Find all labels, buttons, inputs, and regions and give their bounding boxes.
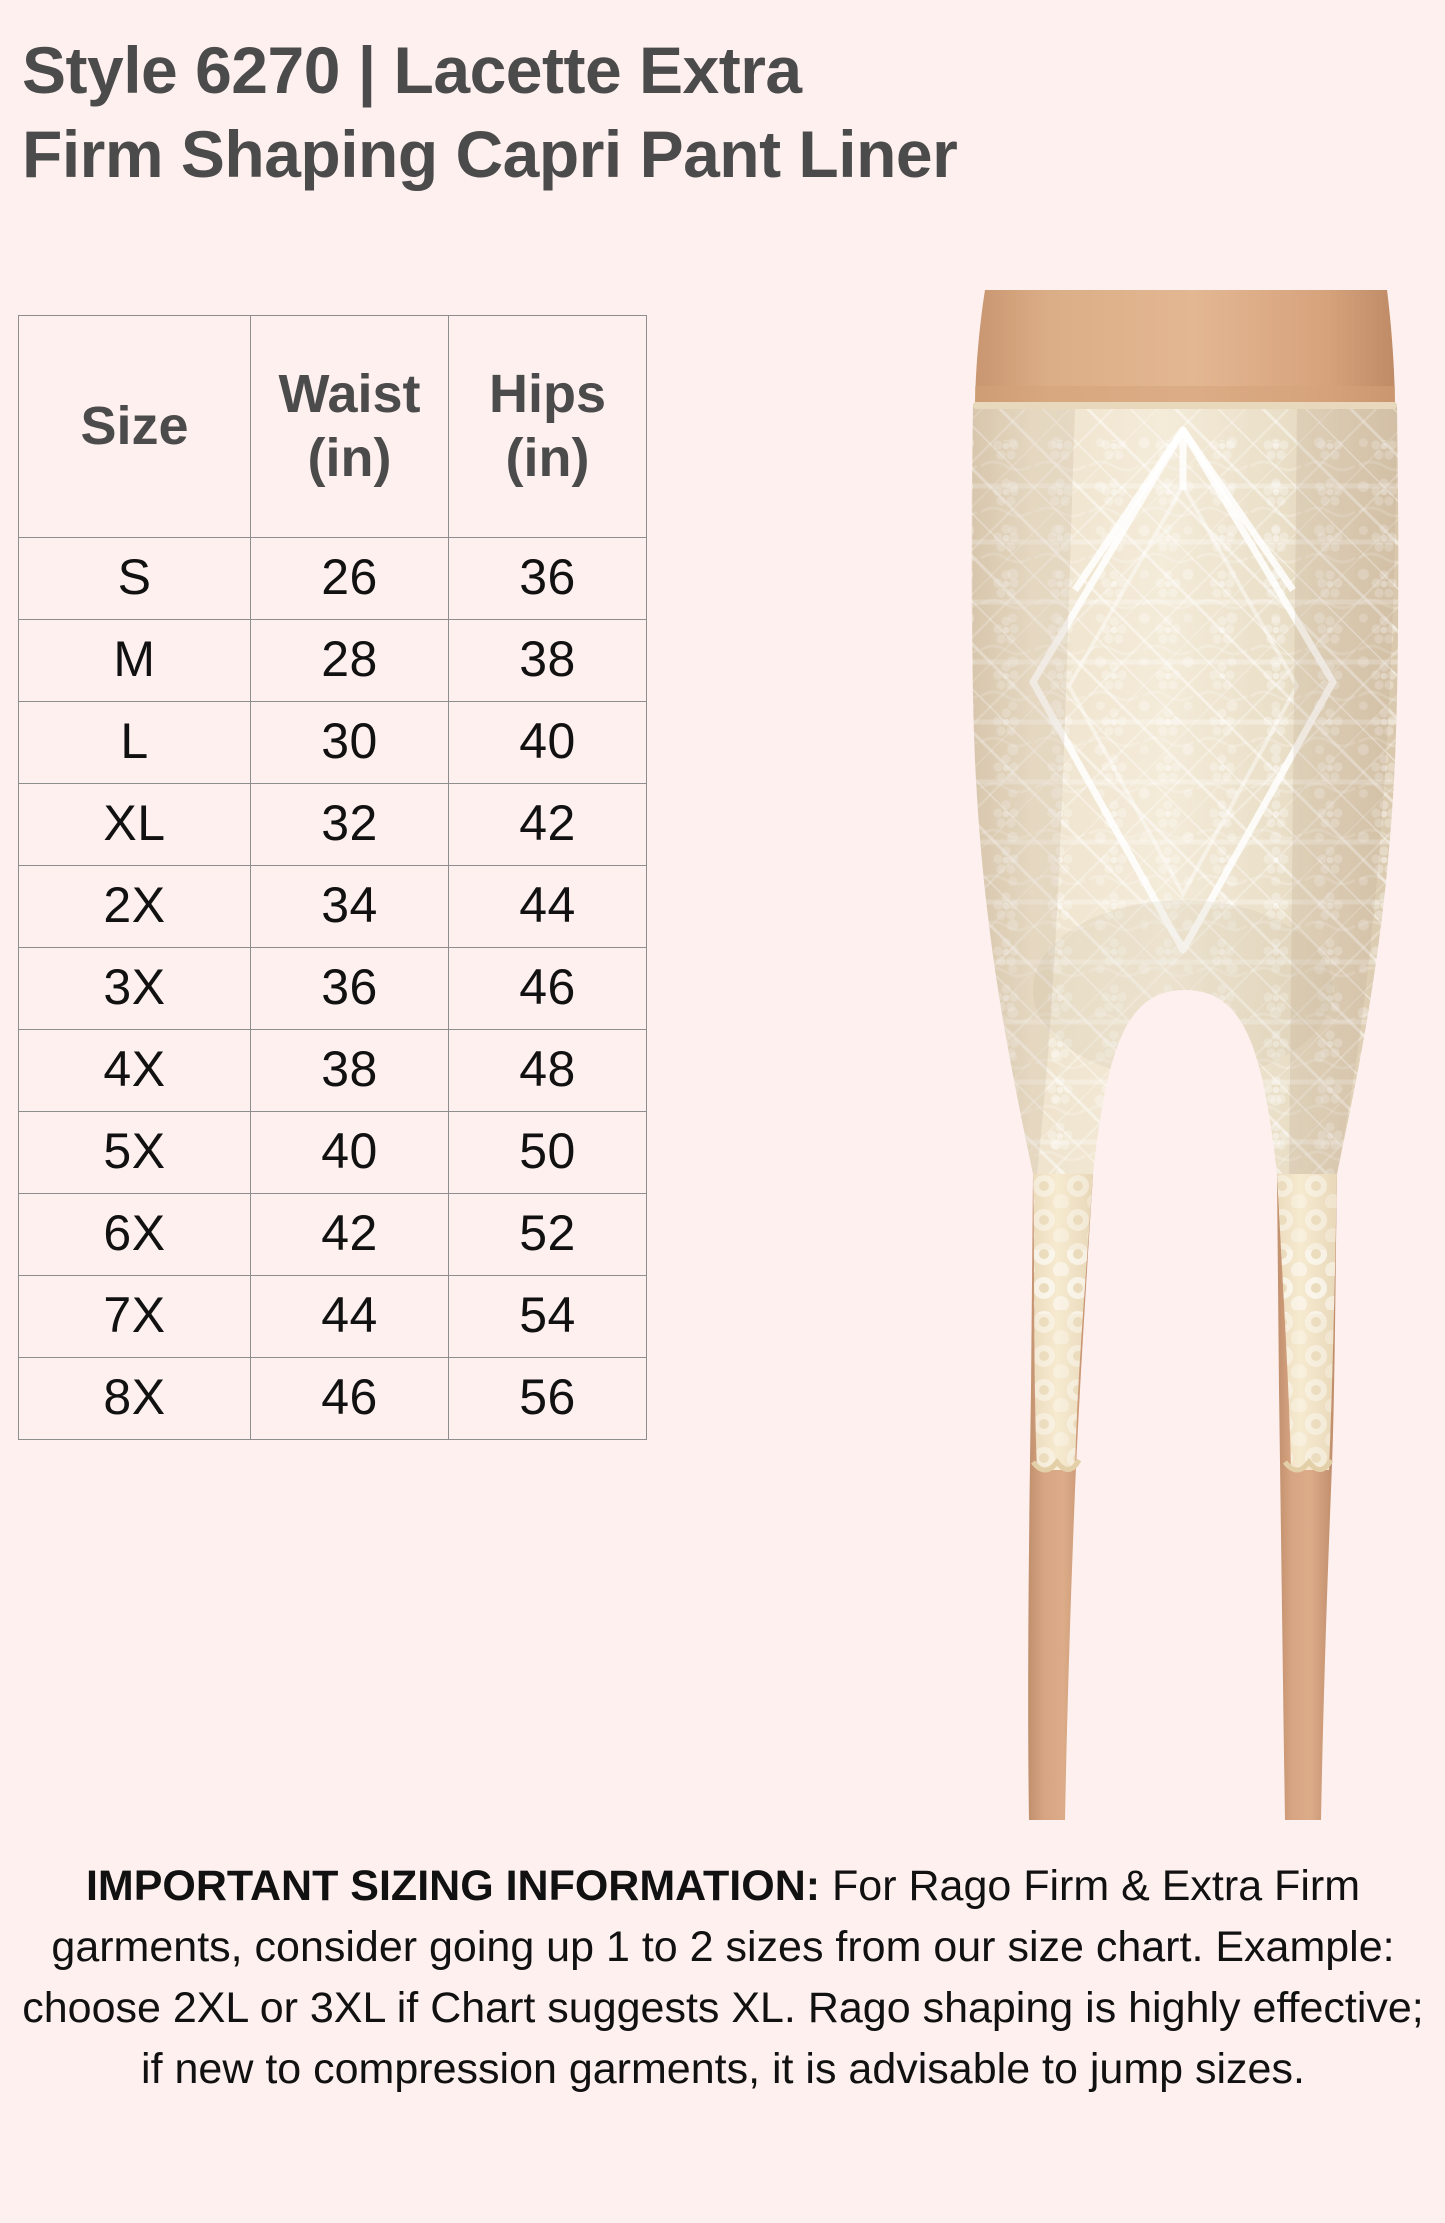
column-header-waist: Waist (in) (250, 315, 449, 538)
table-row: 8X 46 56 (18, 1357, 647, 1440)
table-row: 3X 36 46 (18, 947, 647, 1030)
lace-hem-trim (1031, 1174, 1337, 1473)
cell-waist: 28 (250, 619, 449, 702)
cell-hips: 36 (448, 537, 647, 620)
cell-size: XL (18, 783, 251, 866)
cell-hips: 48 (448, 1029, 647, 1112)
cell-waist: 26 (250, 537, 449, 620)
page-title-line-2: Firm Shaping Capri Pant Liner (22, 117, 958, 192)
sizing-information-note: IMPORTANT SIZING INFORMATION: For Rago F… (18, 1856, 1428, 2100)
cell-hips: 44 (448, 865, 647, 948)
column-header-waist-label: Waist (278, 363, 421, 424)
cell-size: L (18, 701, 251, 784)
table-row: M 28 38 (18, 619, 647, 702)
cell-size: 3X (18, 947, 251, 1030)
column-header-hips: Hips (in) (448, 315, 647, 538)
cell-waist: 46 (250, 1357, 449, 1440)
column-header-waist-unit: (in) (307, 427, 392, 488)
sizing-note-body: For Rago Firm & Extra Firm garments, con… (22, 1862, 1424, 2094)
table-header-row: Size Waist (in) Hips (in) (18, 315, 647, 538)
cell-waist: 32 (250, 783, 449, 866)
cell-size: S (18, 537, 251, 620)
garment-body (971, 402, 1399, 1174)
cell-size: 4X (18, 1029, 251, 1112)
cell-waist: 42 (250, 1193, 449, 1276)
column-header-size: Size (18, 315, 251, 538)
size-chart-body: S 26 36 M 28 38 L 30 40 XL 32 42 2X 34 (18, 537, 647, 1440)
model-torso (975, 290, 1395, 414)
product-image (925, 290, 1445, 1820)
page-title: Style 6270 | Lacette Extra Firm Shaping … (22, 28, 1422, 197)
cell-hips: 46 (448, 947, 647, 1030)
cell-hips: 52 (448, 1193, 647, 1276)
cell-hips: 54 (448, 1275, 647, 1358)
column-header-hips-label: Hips (488, 363, 607, 424)
cell-waist: 40 (250, 1111, 449, 1194)
table-row: 7X 44 54 (18, 1275, 647, 1358)
table-row: L 30 40 (18, 701, 647, 784)
cell-hips: 42 (448, 783, 647, 866)
table-row: 6X 42 52 (18, 1193, 647, 1276)
cell-hips: 50 (448, 1111, 647, 1194)
cell-size: 8X (18, 1357, 251, 1440)
table-row: S 26 36 (18, 537, 647, 620)
page-title-line-1: Style 6270 | Lacette Extra (22, 33, 802, 107)
cell-waist: 30 (250, 701, 449, 784)
cell-hips: 56 (448, 1357, 647, 1440)
column-header-size-label: Size (80, 395, 189, 456)
sizing-note-lead: IMPORTANT SIZING INFORMATION: (85, 1862, 821, 1910)
table-row: 2X 34 44 (18, 865, 647, 948)
table-row: XL 32 42 (18, 783, 647, 866)
cell-size: 5X (18, 1111, 251, 1194)
cell-size: 2X (18, 865, 251, 948)
cell-waist: 38 (250, 1029, 449, 1112)
table-row: 4X 38 48 (18, 1029, 647, 1112)
cell-waist: 44 (250, 1275, 449, 1358)
cell-size: 7X (18, 1275, 251, 1358)
cell-waist: 34 (250, 865, 449, 948)
cell-waist: 36 (250, 947, 449, 1030)
table-row: 5X 40 50 (18, 1111, 647, 1194)
cell-hips: 38 (448, 619, 647, 702)
cell-size: 6X (18, 1193, 251, 1276)
column-header-hips-unit: (in) (505, 427, 590, 488)
cell-hips: 40 (448, 701, 647, 784)
cell-size: M (18, 619, 251, 702)
size-chart-table: Size Waist (in) Hips (in) S 26 36 M 2 (18, 315, 647, 1440)
